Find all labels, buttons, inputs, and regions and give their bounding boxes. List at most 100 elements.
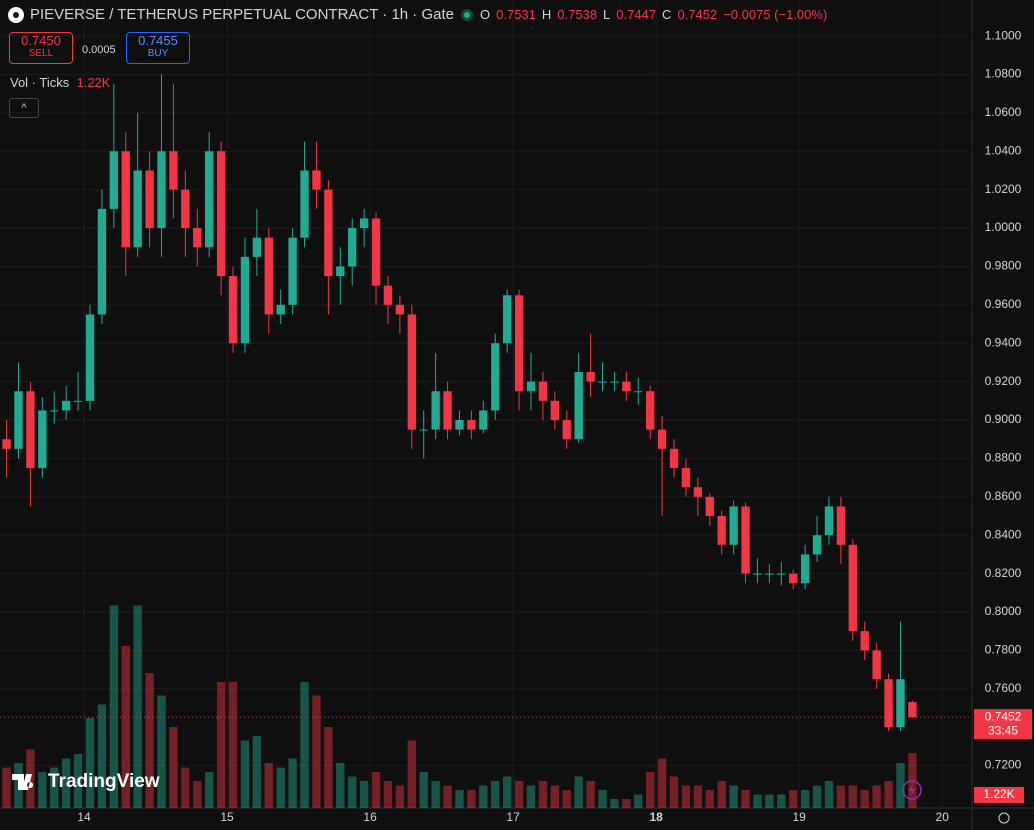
candle-body xyxy=(73,400,83,402)
volume-bar xyxy=(598,790,607,808)
x-tick-label: 17 xyxy=(506,810,520,824)
volume-bar xyxy=(431,781,440,808)
candle-body xyxy=(133,170,142,248)
x-tick-label: 15 xyxy=(220,810,234,824)
volume-value-label: 1.22K xyxy=(983,787,1014,801)
candle-body xyxy=(646,391,655,430)
close-value: 0.7452 xyxy=(677,7,718,22)
candle-body xyxy=(502,295,512,344)
volume-bar xyxy=(634,794,643,808)
volume-bar xyxy=(717,781,726,808)
axes: 1.1000 1.0800 1.0600 1.0400 1.0200 1.0000 0.98… xyxy=(0,28,1032,824)
candle-body xyxy=(181,189,190,229)
collapse-button[interactable]: ^ xyxy=(9,98,39,118)
candle-body xyxy=(884,679,893,728)
volume-bar xyxy=(324,727,333,808)
volume-bar xyxy=(383,781,393,808)
candle-body xyxy=(896,679,905,728)
candle-body xyxy=(97,208,107,315)
sell-button[interactable]: 0.7450 SELL xyxy=(9,32,73,64)
candle-body xyxy=(538,381,548,401)
header: PIEVERSE / TETHERUS PERPETUAL CONTRACT ·… xyxy=(8,6,827,23)
candle-body xyxy=(789,573,798,584)
candles xyxy=(2,74,917,732)
candle-body xyxy=(216,151,226,277)
volume-legend: Vol · Ticks 1.22K xyxy=(10,75,110,90)
volume-bar xyxy=(824,781,834,808)
y-tick-label: 0.8800 xyxy=(985,451,1022,465)
candle-body xyxy=(14,391,23,449)
y-tick-label: 1.0200 xyxy=(985,182,1022,196)
candle-body xyxy=(205,151,214,248)
volume-legend-label: Vol · Ticks xyxy=(10,75,70,90)
x-tick-label: 14 xyxy=(77,810,91,824)
volume-bar xyxy=(97,704,107,808)
y-tick-label: 1.0800 xyxy=(985,67,1022,81)
y-tick-label: 1.0000 xyxy=(985,220,1022,234)
candle-body xyxy=(85,314,95,401)
lightning-icon[interactable] xyxy=(902,780,922,800)
candle-body xyxy=(240,256,250,344)
x-tick-label: 18 xyxy=(649,810,663,824)
candle-body xyxy=(848,544,857,632)
volume-bar xyxy=(491,781,500,808)
candle-body xyxy=(121,151,130,248)
low-value: 0.7447 xyxy=(616,7,657,22)
settings-icon[interactable] xyxy=(998,812,1010,824)
volume-bar xyxy=(109,605,118,808)
candle-body xyxy=(836,506,846,545)
low-key: L xyxy=(603,7,611,22)
candle-body xyxy=(908,702,917,718)
candle-body xyxy=(419,429,428,431)
candle-body xyxy=(61,400,71,411)
candle-body xyxy=(860,631,869,651)
y-tick-label: 1.1000 xyxy=(985,28,1022,42)
last-price-box xyxy=(974,709,1032,740)
symbol-title[interactable]: PIEVERSE / TETHERUS PERPETUAL CONTRACT ·… xyxy=(30,6,454,23)
candle-body xyxy=(765,573,774,575)
candle-body xyxy=(812,535,822,555)
candle-body xyxy=(348,228,357,267)
buy-button[interactable]: 0.7455 BUY xyxy=(126,32,190,64)
volume-value-box xyxy=(974,787,1024,803)
candle-body xyxy=(276,304,285,315)
volume-bar xyxy=(240,740,250,808)
candle-body xyxy=(371,218,381,286)
candle-body xyxy=(324,189,333,277)
buy-label: BUY xyxy=(147,48,169,59)
candle-body xyxy=(264,237,273,315)
volume-bar xyxy=(288,758,297,808)
y-tick-label: 0.9000 xyxy=(985,412,1022,426)
volume-bar xyxy=(848,785,857,808)
close-key: C xyxy=(662,7,672,22)
volume-bar xyxy=(860,790,869,808)
volume-bar xyxy=(729,785,738,808)
volume-bar xyxy=(610,799,619,808)
change-value: −0.0075 (−1.00%) xyxy=(723,7,828,22)
candle-body xyxy=(407,314,416,430)
x-tick-label: 16 xyxy=(363,810,377,824)
lightning-glyph xyxy=(909,784,915,796)
logo-icon xyxy=(12,774,34,790)
volume-bar xyxy=(562,790,571,808)
volume-bar xyxy=(395,785,405,808)
volume-bar xyxy=(205,772,214,808)
y-tick-label: 0.8400 xyxy=(985,527,1022,541)
candle-body xyxy=(288,237,297,305)
volume-bar xyxy=(336,763,345,808)
y-tick-label: 0.8000 xyxy=(985,604,1022,618)
candle-body xyxy=(514,295,524,392)
candle-body xyxy=(800,554,810,584)
volume-bar xyxy=(514,781,524,808)
volume-bar xyxy=(836,785,846,808)
y-tick-label: 0.7200 xyxy=(985,758,1022,772)
candle-body xyxy=(562,420,571,440)
y-tick-label: 0.8200 xyxy=(985,566,1022,580)
volume-bar xyxy=(669,776,679,808)
candle-body xyxy=(657,429,667,449)
volume-bar xyxy=(276,767,285,808)
sell-label: SELL xyxy=(28,48,54,59)
volume-bar xyxy=(38,772,47,808)
